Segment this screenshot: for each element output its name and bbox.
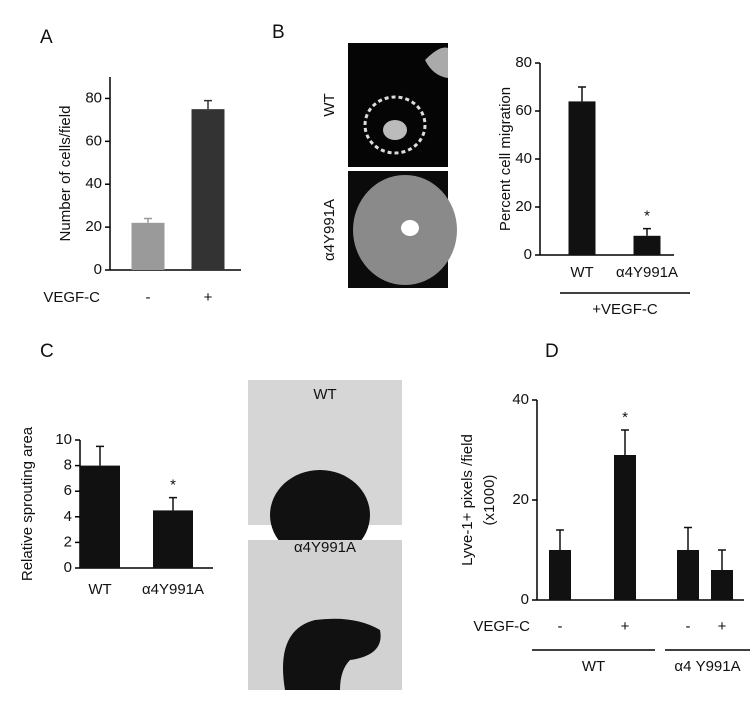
bar xyxy=(614,455,636,600)
y-tick-label: 80 xyxy=(85,89,102,106)
y-tick-label: 60 xyxy=(85,132,102,149)
bar xyxy=(549,550,571,600)
group-label: α4 Y991A xyxy=(674,658,740,675)
error-bar xyxy=(204,99,212,110)
image-label: α4Y991A xyxy=(294,539,356,556)
x-tick-label: + xyxy=(204,289,213,306)
y-axis-label: Number of cells/field xyxy=(57,106,74,242)
y-tick-label: 0 xyxy=(94,261,102,278)
error-bar xyxy=(621,429,629,455)
image-label: WT xyxy=(321,93,338,116)
x-tick-label: WT xyxy=(88,581,111,598)
y-axis-label: (x1000) xyxy=(481,475,498,526)
x-tick-label: - xyxy=(558,618,563,635)
bar xyxy=(568,101,596,256)
sprout-body xyxy=(270,470,370,560)
y-tick-label: 40 xyxy=(515,150,532,167)
y-tick-label: 0 xyxy=(524,246,532,263)
y-tick-label: 20 xyxy=(85,218,102,235)
cell-cluster xyxy=(425,47,448,78)
error-bar xyxy=(643,227,651,236)
y-tick-label: 20 xyxy=(515,198,532,215)
bar xyxy=(80,465,120,568)
y-tick-label: 20 xyxy=(512,491,529,508)
image-label: α4Y991A xyxy=(321,199,338,261)
error-bar xyxy=(144,217,152,223)
y-tick-label: 40 xyxy=(85,175,102,192)
bar xyxy=(131,222,165,270)
y-tick-label: 80 xyxy=(515,54,532,71)
y-axis-label: Relative sprouting area xyxy=(19,426,36,581)
y-tick-label: 0 xyxy=(64,559,72,576)
y-tick-label: 40 xyxy=(512,391,529,408)
x-tick-label: + xyxy=(718,618,727,635)
error-bar xyxy=(718,549,726,570)
cell-cluster xyxy=(363,95,427,155)
sprout-body xyxy=(283,618,381,690)
y-tick-label: 6 xyxy=(64,482,72,499)
bar xyxy=(153,510,193,568)
x-tick-label: WT xyxy=(570,264,593,281)
x-tick-label: - xyxy=(146,289,151,306)
panel-letter: D xyxy=(545,341,559,362)
error-bar xyxy=(578,86,586,102)
group-label: WT xyxy=(582,658,605,675)
y-tick-label: 0 xyxy=(521,591,529,608)
x-tick-label: + xyxy=(621,618,630,635)
x-tick-label: α4Y991A xyxy=(616,264,678,281)
error-bar xyxy=(684,526,692,550)
y-axis-label: Percent cell migration xyxy=(497,87,514,231)
bar xyxy=(677,550,699,600)
cell-cluster xyxy=(383,120,407,140)
y-axis-label: Lyve-1+ pixels /field xyxy=(459,434,476,566)
y-tick-label: 2 xyxy=(64,533,72,550)
y-tick-label: 60 xyxy=(515,102,532,119)
row-label: VEGF-C xyxy=(473,618,530,635)
error-bar xyxy=(96,445,104,466)
significance-star: * xyxy=(622,409,628,426)
cell-cluster xyxy=(401,220,419,236)
bar xyxy=(633,235,661,255)
error-bar xyxy=(556,529,564,550)
bar xyxy=(711,570,733,600)
row-label: VEGF-C xyxy=(43,289,100,306)
panel-letter: B xyxy=(272,22,285,43)
panel-letter: A xyxy=(40,27,53,48)
group-label: +VEGF-C xyxy=(592,301,658,318)
y-tick-label: 4 xyxy=(64,508,72,525)
x-tick-label: α4Y991A xyxy=(142,581,204,598)
x-tick-label: - xyxy=(686,618,691,635)
y-tick-label: 10 xyxy=(55,431,72,448)
y-tick-label: 8 xyxy=(64,457,72,474)
image-label: WT xyxy=(313,386,336,403)
error-bar xyxy=(169,496,177,511)
significance-star: * xyxy=(170,477,176,494)
significance-star: * xyxy=(644,208,650,225)
bar xyxy=(191,109,225,271)
panel-letter: C xyxy=(40,341,54,362)
